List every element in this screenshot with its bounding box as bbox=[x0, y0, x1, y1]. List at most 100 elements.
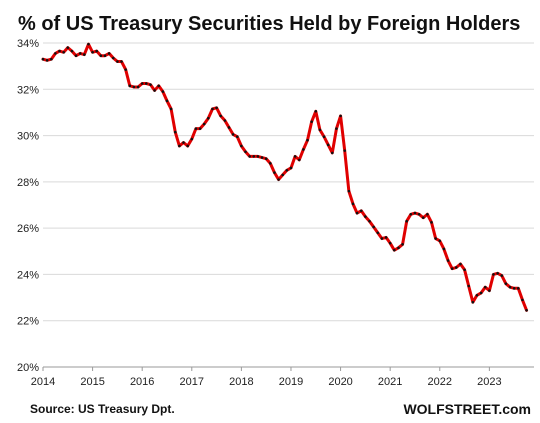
data-point bbox=[330, 151, 334, 155]
data-point bbox=[450, 267, 454, 270]
data-point bbox=[182, 141, 185, 144]
x-tick-label: 2022 bbox=[428, 376, 452, 388]
data-point bbox=[173, 130, 177, 134]
data-point bbox=[41, 57, 45, 61]
data-point bbox=[512, 287, 516, 290]
data-point bbox=[87, 42, 90, 46]
data-point bbox=[438, 239, 442, 243]
data-point bbox=[99, 54, 103, 58]
data-point bbox=[202, 122, 206, 126]
brand-logo: WOLFSTREET.com bbox=[403, 401, 531, 417]
data-point bbox=[289, 166, 293, 170]
x-tick-label: 2020 bbox=[328, 376, 352, 388]
data-point bbox=[190, 137, 194, 141]
y-tick-label: 26% bbox=[17, 223, 39, 235]
data-point bbox=[264, 157, 268, 161]
data-point bbox=[516, 287, 520, 290]
data-point bbox=[475, 293, 479, 297]
data-point bbox=[434, 237, 437, 240]
data-point bbox=[62, 50, 65, 54]
data-point bbox=[66, 46, 70, 49]
data-point bbox=[454, 266, 458, 269]
data-point bbox=[211, 107, 214, 111]
data-point bbox=[194, 127, 198, 130]
data-point bbox=[413, 211, 417, 215]
y-tick-label: 28% bbox=[17, 177, 39, 189]
data-point bbox=[227, 126, 231, 129]
data-point bbox=[405, 219, 408, 223]
data-point bbox=[78, 52, 82, 55]
data-point bbox=[388, 241, 392, 245]
data-point bbox=[343, 149, 346, 152]
data-point bbox=[479, 291, 483, 295]
data-point bbox=[157, 84, 161, 88]
data-point bbox=[58, 49, 61, 53]
data-point bbox=[235, 135, 239, 139]
data-point bbox=[252, 155, 256, 158]
data-point bbox=[116, 60, 119, 63]
x-tick-label: 2019 bbox=[279, 376, 303, 388]
data-point bbox=[384, 236, 388, 239]
data-point bbox=[293, 155, 297, 158]
data-point bbox=[426, 212, 429, 216]
data-point bbox=[376, 231, 380, 235]
data-point bbox=[103, 54, 107, 58]
data-point bbox=[83, 53, 86, 56]
data-point bbox=[111, 56, 115, 60]
data-point bbox=[128, 84, 132, 88]
gridlines bbox=[43, 42, 534, 368]
data-point bbox=[136, 85, 140, 89]
data-point bbox=[49, 57, 53, 61]
data-point bbox=[95, 49, 99, 53]
data-point bbox=[260, 156, 264, 159]
data-point bbox=[165, 99, 169, 103]
data-point bbox=[335, 127, 338, 130]
data-point bbox=[219, 114, 223, 118]
data-point bbox=[132, 85, 136, 89]
y-tick-label: 34% bbox=[17, 38, 39, 50]
data-point bbox=[178, 144, 181, 148]
y-tick-label: 30% bbox=[17, 131, 39, 143]
data-point bbox=[355, 211, 359, 215]
x-tick-label: 2015 bbox=[80, 376, 104, 388]
data-point bbox=[310, 120, 313, 123]
data-point bbox=[463, 268, 466, 272]
data-point bbox=[483, 285, 487, 289]
x-tick-label: 2016 bbox=[130, 376, 154, 388]
data-point bbox=[45, 59, 49, 62]
data-point bbox=[248, 155, 251, 158]
data-point bbox=[70, 49, 74, 53]
data-point bbox=[91, 50, 94, 54]
data-point bbox=[446, 259, 450, 262]
data-point bbox=[54, 52, 57, 55]
data-point bbox=[297, 158, 301, 162]
series-line bbox=[41, 42, 529, 312]
data-point bbox=[347, 189, 351, 193]
x-tick-label: 2018 bbox=[229, 376, 253, 388]
data-point bbox=[256, 155, 260, 158]
x-axis-ticks: 2014 2015 2016 2017 2018 2019 2020 2021 2022 2023 bbox=[31, 366, 534, 388]
data-point bbox=[525, 309, 528, 312]
data-point bbox=[442, 247, 446, 251]
data-point bbox=[145, 82, 148, 85]
data-point bbox=[281, 173, 284, 177]
data-point bbox=[417, 212, 421, 216]
data-point bbox=[314, 109, 318, 113]
data-point bbox=[244, 150, 247, 154]
x-tick-label: 2021 bbox=[378, 376, 402, 388]
data-point bbox=[318, 128, 322, 132]
data-point bbox=[459, 262, 462, 266]
data-point bbox=[364, 215, 367, 218]
data-point bbox=[240, 144, 243, 148]
x-tick-label: 2014 bbox=[31, 376, 55, 388]
data-point bbox=[120, 60, 123, 63]
data-point bbox=[467, 284, 470, 288]
data-point bbox=[285, 168, 289, 172]
y-tick-label: 32% bbox=[17, 84, 39, 96]
x-tick-label: 2023 bbox=[477, 376, 501, 388]
data-point bbox=[322, 135, 326, 139]
data-point bbox=[223, 119, 227, 122]
source-note: Source: US Treasury Dpt. bbox=[30, 402, 175, 416]
data-point bbox=[339, 114, 342, 118]
